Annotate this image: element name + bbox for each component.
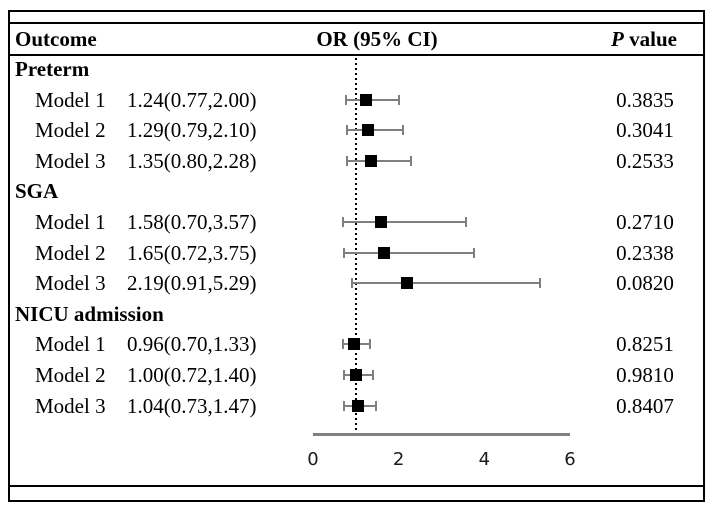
header-p-rest: value xyxy=(623,27,677,51)
table-frame: Outcome OR (95% CI) P value Preterm Model… xyxy=(8,10,705,502)
top-double-rule xyxy=(10,12,703,24)
or-marker xyxy=(377,246,390,259)
error-bar-cap-right xyxy=(371,370,374,380)
or-ci-text: 1.58(0.70,3.57) xyxy=(127,210,257,234)
x-axis-line xyxy=(313,433,570,436)
p-value: 0.9810 xyxy=(616,363,674,387)
x-tick-label: 2 xyxy=(392,449,405,470)
model-label: Model 3 xyxy=(35,393,106,418)
group-label: SGA xyxy=(15,179,59,204)
error-bar-cap-right xyxy=(374,400,377,411)
error-bar xyxy=(351,282,540,285)
or-ci-text: 1.04(0.73,1.47) xyxy=(127,393,257,418)
p-value: 0.0820 xyxy=(616,271,674,296)
error-bar-cap-left xyxy=(346,155,349,166)
x-tick-label: 4 xyxy=(478,449,491,470)
p-value: 0.2533 xyxy=(616,148,674,173)
error-bar-cap-left xyxy=(350,278,353,289)
or-ci-text: 1.65(0.72,3.75) xyxy=(127,240,257,265)
error-bar xyxy=(343,251,474,254)
group-row: SGA xyxy=(10,176,703,206)
or-marker xyxy=(349,369,362,381)
bottom-double-rule xyxy=(10,485,703,500)
x-tick-label: 6 xyxy=(564,449,576,470)
or-marker xyxy=(364,154,377,167)
or-ci-text: 1.29(0.79,2.10) xyxy=(127,118,257,143)
group-label: Preterm xyxy=(15,57,90,81)
p-value: 0.8251 xyxy=(616,332,674,357)
x-tick-label: 0 xyxy=(307,449,319,470)
model-row: Model 3 1.04(0.73,1.47) 0.8407 xyxy=(10,391,703,421)
or-marker xyxy=(348,338,361,351)
p-value: 0.2710 xyxy=(616,210,674,234)
error-bar xyxy=(346,129,403,132)
model-label: Model 3 xyxy=(35,148,106,173)
header-p-value: P value xyxy=(594,24,694,54)
or-marker xyxy=(374,216,387,228)
table-rows: Preterm Model 1 1.24(0.77,2.00) 0.3835 Model… xyxy=(10,12,703,500)
or-marker xyxy=(362,124,375,137)
model-row: Model 2 1.00(0.72,1.40) 0.9810 xyxy=(10,360,703,390)
error-bar-cap-left xyxy=(345,125,348,136)
model-label: Model 2 xyxy=(35,363,106,387)
or-ci-text: 1.35(0.80,2.28) xyxy=(127,148,257,173)
group-row: NICU admission xyxy=(10,299,703,329)
header-row: Outcome OR (95% CI) P value xyxy=(10,24,703,56)
or-ci-text: 2.19(0.91,5.29) xyxy=(127,271,257,296)
group-row: Preterm xyxy=(10,54,703,84)
error-bar-cap-left xyxy=(342,247,345,258)
error-bar-cap-left xyxy=(344,94,347,105)
reference-line xyxy=(354,58,357,435)
header-outcome: Outcome xyxy=(15,27,97,51)
error-bar-cap-right xyxy=(401,125,404,136)
model-row: Model 1 1.24(0.77,2.00) 0.3835 xyxy=(10,85,703,115)
model-row: Model 2 1.29(0.79,2.10) 0.3041 xyxy=(10,115,703,145)
or-marker xyxy=(360,93,373,106)
or-marker xyxy=(400,277,413,290)
model-row: Model 1 0.96(0.70,1.33) 0.8251 xyxy=(10,329,703,359)
error-bar-cap-right xyxy=(472,247,475,258)
header-or-ci: OR (95% CI) xyxy=(316,27,438,51)
model-label: Model 2 xyxy=(35,240,106,265)
model-row: Model 3 2.19(0.91,5.29) 0.0820 xyxy=(10,268,703,298)
forest-plot-area: 0 2 4 6 xyxy=(10,12,703,500)
error-bar-cap-right xyxy=(538,278,541,289)
error-bar-cap-right xyxy=(397,94,400,105)
model-label: Model 1 xyxy=(35,332,106,357)
model-row: Model 2 1.65(0.72,3.75) 0.2338 xyxy=(10,238,703,268)
model-label: Model 1 xyxy=(35,87,106,112)
model-label: Model 3 xyxy=(35,271,106,296)
model-row: Model 3 1.35(0.80,2.28) 0.2533 xyxy=(10,146,703,176)
p-value: 0.3041 xyxy=(616,118,674,143)
p-value: 0.3835 xyxy=(616,87,674,112)
group-label: NICU admission xyxy=(15,301,164,326)
or-ci-text: 1.24(0.77,2.00) xyxy=(127,87,257,112)
header-p-italic: P xyxy=(611,27,624,51)
p-value: 0.8407 xyxy=(616,393,674,418)
error-bar-cap-left xyxy=(343,400,346,411)
or-marker xyxy=(351,399,364,412)
or-ci-text: 0.96(0.70,1.33) xyxy=(127,332,257,357)
error-bar-cap-right xyxy=(368,339,371,350)
or-ci-text: 1.00(0.72,1.40) xyxy=(127,363,257,387)
error-bar xyxy=(347,159,411,162)
model-row: Model 1 1.58(0.70,3.57) 0.2710 xyxy=(10,207,703,237)
error-bar-cap-right xyxy=(464,217,467,227)
error-bar-cap-right xyxy=(409,155,412,166)
error-bar xyxy=(342,221,466,223)
model-label: Model 2 xyxy=(35,118,106,143)
error-bar xyxy=(345,98,399,101)
error-bar-cap-left xyxy=(342,370,345,380)
model-label: Model 1 xyxy=(35,210,106,234)
error-bar-cap-left xyxy=(341,217,344,227)
error-bar-cap-left xyxy=(341,339,344,350)
p-value: 0.2338 xyxy=(616,240,674,265)
